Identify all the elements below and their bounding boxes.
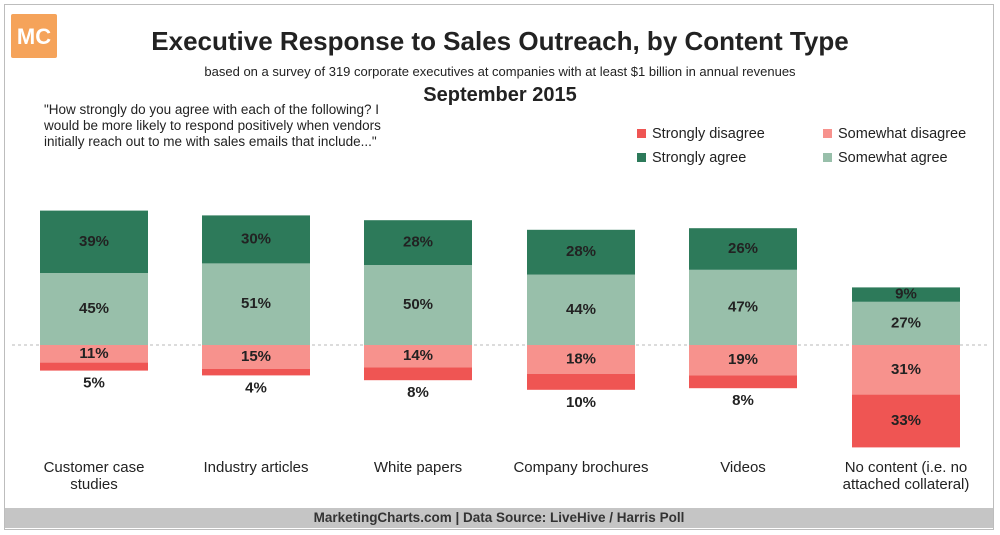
label-somewhat-agree: 47% (728, 298, 758, 315)
label-somewhat-agree: 50% (403, 296, 433, 313)
bar-somewhat-agree (527, 274, 635, 345)
bar-strongly-disagree (527, 373, 635, 390)
bar-strongly-agree (40, 210, 148, 273)
label-strongly-disagree: 5% (83, 375, 105, 392)
chart-frame (4, 4, 994, 530)
bar-strongly-agree (364, 220, 472, 265)
label-strongly-agree: 39% (79, 233, 109, 250)
label-strongly-agree: 26% (728, 240, 758, 257)
bar-strongly-disagree (852, 394, 960, 448)
label-strongly-agree: 30% (241, 230, 271, 247)
bar-strongly-agree (527, 229, 635, 275)
legend-swatch-somewhat-agree (823, 152, 832, 162)
category-label: White papers (374, 459, 462, 476)
label-somewhat-disagree: 18% (566, 350, 596, 367)
label-strongly-agree: 28% (566, 243, 596, 260)
label-somewhat-agree: 45% (79, 300, 109, 317)
legend-somewhat-agree: Somewhat agree (823, 149, 948, 167)
bar-somewhat-agree (689, 269, 797, 345)
bar-strongly-disagree (364, 367, 472, 381)
bar-somewhat-disagree (689, 345, 797, 376)
label-somewhat-disagree: 14% (403, 347, 433, 364)
chart-date: September 2015 (423, 84, 577, 106)
legend-label-strongly-agree: Strongly agree (652, 150, 747, 166)
bar-somewhat-agree (364, 265, 472, 345)
label-strongly-disagree: 33% (891, 412, 921, 429)
bar-somewhat-disagree (852, 345, 960, 395)
label-somewhat-disagree: 11% (79, 345, 108, 362)
legend-label-somewhat-agree: Somewhat agree (838, 150, 948, 166)
legend-swatch-strongly-disagree (637, 128, 646, 138)
legend-somewhat-disagree: Somewhat disagree (823, 125, 966, 143)
label-strongly-disagree: 10% (566, 394, 596, 411)
label-strongly-agree: 9% (895, 286, 917, 303)
label-strongly-disagree: 8% (732, 392, 754, 409)
legend-swatch-somewhat-disagree (823, 128, 832, 138)
bar-somewhat-agree (202, 263, 310, 345)
label-strongly-agree: 28% (403, 234, 433, 251)
bar-strongly-disagree (202, 369, 310, 376)
legend-strongly-agree: Strongly agree (637, 149, 746, 167)
bar-strongly-disagree (40, 362, 148, 371)
bar-somewhat-disagree (202, 345, 310, 369)
bar-strongly-agree (202, 215, 310, 264)
label-somewhat-disagree: 15% (241, 348, 271, 365)
category-label: No content (i.e. no (845, 459, 968, 476)
category-label: Industry articles (203, 459, 308, 476)
chart-subtitle: based on a survey of 319 corporate execu… (204, 64, 796, 79)
bar-strongly-disagree (689, 375, 797, 389)
label-somewhat-disagree: 31% (891, 361, 921, 378)
category-label: attached collateral) (843, 476, 970, 493)
footer-source: MarketingCharts.com | Data Source: LiveH… (5, 508, 993, 528)
survey-question: "How strongly do you agree with each of … (44, 102, 381, 149)
logo-text: MC (16, 24, 52, 49)
legend-swatch-strongly-agree (637, 152, 646, 162)
bar-strongly-agree (689, 228, 797, 270)
category-label: studies (70, 476, 118, 493)
bar-somewhat-agree (40, 273, 148, 345)
chart-title: Executive Response to Sales Outreach, by… (151, 26, 849, 56)
bar-somewhat-disagree (364, 345, 472, 368)
legend-label-somewhat-disagree: Somewhat disagree (838, 126, 967, 142)
label-somewhat-agree: 44% (566, 301, 596, 318)
marketingcharts-logo: MC (11, 14, 57, 58)
label-strongly-disagree: 8% (407, 384, 429, 401)
legend-label-strongly-disagree: Strongly disagree (652, 126, 765, 142)
bar-strongly-agree (852, 287, 960, 302)
bar-somewhat-agree (852, 301, 960, 345)
label-somewhat-agree: 51% (241, 295, 271, 312)
legend-strongly-disagree: Strongly disagree (637, 125, 765, 143)
category-label: Videos (720, 459, 766, 476)
label-strongly-disagree: 4% (245, 379, 267, 396)
category-label: Customer case (44, 459, 145, 476)
label-somewhat-disagree: 19% (728, 351, 758, 368)
bar-somewhat-disagree (527, 345, 635, 374)
category-label: Company brochures (513, 459, 648, 476)
label-somewhat-agree: 27% (891, 314, 921, 331)
bar-somewhat-disagree (40, 345, 148, 363)
